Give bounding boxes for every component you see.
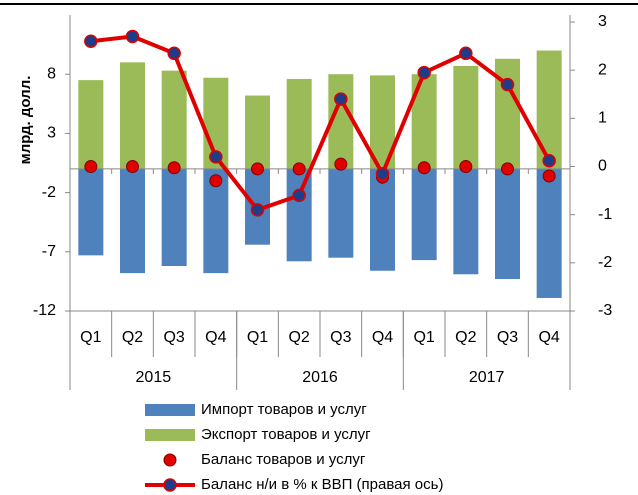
group-label: 2015 xyxy=(136,369,172,386)
bar xyxy=(411,168,437,261)
bar xyxy=(245,95,270,169)
legend-label: Импорт товаров и услуг xyxy=(201,401,367,418)
bar xyxy=(536,168,562,298)
line-marker xyxy=(250,203,265,217)
line-marker xyxy=(459,46,473,61)
line-marker xyxy=(292,188,306,203)
legend-label: Баланс н/и в % к ВВП (правая ось) xyxy=(201,476,443,493)
dot xyxy=(209,174,223,188)
line-marker xyxy=(84,34,98,49)
y-axis-label: млрд. долл. xyxy=(17,76,34,165)
dot xyxy=(542,169,556,183)
bar xyxy=(453,65,479,169)
y2-tick-label: 0 xyxy=(598,158,607,175)
line-marker xyxy=(334,92,348,106)
y-tick-label: -7 xyxy=(42,243,56,260)
x-tick-label: Q2 xyxy=(122,329,143,346)
line-marker xyxy=(125,29,140,44)
y2-tick-label: -3 xyxy=(598,302,612,319)
dot xyxy=(292,162,306,176)
bar xyxy=(161,70,187,169)
legend-swatch xyxy=(145,429,195,441)
x-tick-label: Q4 xyxy=(538,329,559,346)
legend-swatch xyxy=(163,478,177,492)
dot xyxy=(459,160,473,174)
group-label: 2016 xyxy=(302,369,338,386)
x-tick-label: Q3 xyxy=(163,329,184,346)
bar xyxy=(328,168,354,258)
y-tick-label: -12 xyxy=(33,302,56,319)
y2-tick-label: -2 xyxy=(598,254,612,271)
bar xyxy=(120,62,145,169)
bar xyxy=(495,168,520,280)
legend-swatch xyxy=(145,404,195,416)
bar xyxy=(120,168,145,274)
bar xyxy=(411,74,437,169)
line-marker xyxy=(209,150,223,164)
x-tick-label: Q2 xyxy=(288,329,309,346)
y-tick-label: -2 xyxy=(42,184,56,201)
bar xyxy=(536,50,562,169)
x-tick-label: Q4 xyxy=(372,329,393,346)
x-tick-label: Q2 xyxy=(455,329,476,346)
x-tick-label: Q1 xyxy=(80,329,101,346)
x-tick-label: Q4 xyxy=(205,329,226,346)
line-marker xyxy=(375,166,390,181)
dot xyxy=(84,160,98,174)
bar xyxy=(78,80,104,169)
y2-tick-label: 2 xyxy=(598,61,607,78)
group-label: 2017 xyxy=(469,369,505,386)
dot xyxy=(251,162,264,176)
bar xyxy=(453,168,479,275)
x-tick-label: Q3 xyxy=(330,329,351,346)
bar xyxy=(78,168,104,256)
dot xyxy=(126,160,139,174)
legend-swatch xyxy=(163,453,177,467)
line-marker xyxy=(500,77,515,92)
dot xyxy=(501,162,514,176)
dot xyxy=(417,161,431,175)
line-marker xyxy=(167,46,181,61)
y-tick-label: 8 xyxy=(47,65,56,82)
bar xyxy=(286,168,312,262)
bar xyxy=(286,78,312,169)
dot xyxy=(334,157,348,171)
y2-tick-label: -1 xyxy=(598,206,612,223)
line-marker xyxy=(542,153,556,168)
bar xyxy=(370,168,395,271)
legend-label: Баланс товаров и услуг xyxy=(201,451,366,468)
line-series xyxy=(90,34,551,213)
y2-tick-label: 3 xyxy=(598,13,607,30)
x-tick-label: Q1 xyxy=(413,329,434,346)
bar xyxy=(161,168,187,267)
bar xyxy=(495,58,520,169)
x-tick-label: Q1 xyxy=(247,329,268,346)
line-marker xyxy=(417,65,431,80)
y-tick-label: 3 xyxy=(47,125,56,142)
dot xyxy=(167,161,181,175)
x-tick-label: Q3 xyxy=(497,329,518,346)
y2-tick-label: 1 xyxy=(598,110,607,127)
legend-label: Экспорт товаров и услуг xyxy=(201,426,371,443)
